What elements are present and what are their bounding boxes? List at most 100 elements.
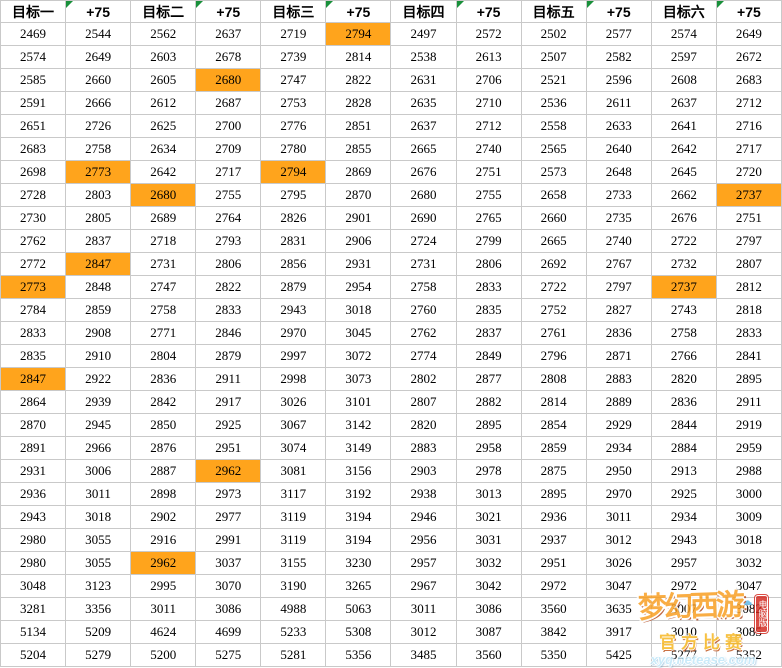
cell-r8c11[interactable]: 2662 bbox=[650, 183, 717, 207]
cell-r28c1[interactable]: 5204 bbox=[0, 643, 67, 667]
cell-r8c2[interactable]: 2803 bbox=[65, 183, 132, 207]
cell-r28c12[interactable]: 5352 bbox=[715, 643, 782, 667]
cell-r16c7[interactable]: 2802 bbox=[390, 367, 457, 391]
cell-r20c11[interactable]: 2913 bbox=[650, 459, 717, 483]
cell-r12c2[interactable]: 2848 bbox=[65, 275, 132, 299]
cell-r17c7[interactable]: 2807 bbox=[390, 390, 457, 414]
cell-r8c6[interactable]: 2870 bbox=[325, 183, 392, 207]
cell-r13c5[interactable]: 2943 bbox=[260, 298, 327, 322]
column-header-plus75[interactable]: +75 bbox=[65, 0, 132, 23]
cell-r12c4[interactable]: 2822 bbox=[195, 275, 262, 299]
cell-r2c4[interactable]: 2678 bbox=[195, 45, 262, 69]
cell-r20c3[interactable]: 2887 bbox=[130, 459, 197, 483]
cell-r14c6[interactable]: 3045 bbox=[325, 321, 392, 345]
cell-r14c2[interactable]: 2908 bbox=[65, 321, 132, 345]
cell-r1c9[interactable]: 2502 bbox=[520, 22, 587, 46]
cell-r25c1[interactable]: 3048 bbox=[0, 574, 67, 598]
cell-r27c5[interactable]: 5233 bbox=[260, 620, 327, 644]
cell-r14c4[interactable]: 2846 bbox=[195, 321, 262, 345]
cell-r21c4[interactable]: 2973 bbox=[195, 482, 262, 506]
cell-r10c12[interactable]: 2797 bbox=[715, 229, 782, 253]
cell-r23c6[interactable]: 3194 bbox=[325, 528, 392, 552]
cell-r26c7[interactable]: 3011 bbox=[390, 597, 457, 621]
cell-r13c2[interactable]: 2859 bbox=[65, 298, 132, 322]
cell-r6c6[interactable]: 2855 bbox=[325, 137, 392, 161]
cell-r7c11[interactable]: 2645 bbox=[650, 160, 717, 184]
cell-r15c2[interactable]: 2910 bbox=[65, 344, 132, 368]
cell-r25c2[interactable]: 3123 bbox=[65, 574, 132, 598]
cell-r18c10[interactable]: 2929 bbox=[585, 413, 652, 437]
cell-r19c6[interactable]: 3149 bbox=[325, 436, 392, 460]
cell-r3c9[interactable]: 2521 bbox=[520, 68, 587, 92]
cell-r21c10[interactable]: 2970 bbox=[585, 482, 652, 506]
cell-r1c10[interactable]: 2577 bbox=[585, 22, 652, 46]
cell-r22c3[interactable]: 2902 bbox=[130, 505, 197, 529]
cell-r9c4[interactable]: 2764 bbox=[195, 206, 262, 230]
cell-r8c3[interactable]: 2680 bbox=[130, 183, 197, 207]
cell-r13c10[interactable]: 2827 bbox=[585, 298, 652, 322]
cell-r6c2[interactable]: 2758 bbox=[65, 137, 132, 161]
cell-r13c11[interactable]: 2743 bbox=[650, 298, 717, 322]
cell-r13c1[interactable]: 2784 bbox=[0, 298, 67, 322]
cell-r24c9[interactable]: 2951 bbox=[520, 551, 587, 575]
cell-r1c1[interactable]: 2469 bbox=[0, 22, 67, 46]
cell-r13c4[interactable]: 2833 bbox=[195, 298, 262, 322]
cell-r1c4[interactable]: 2637 bbox=[195, 22, 262, 46]
cell-r8c1[interactable]: 2728 bbox=[0, 183, 67, 207]
cell-r2c10[interactable]: 2582 bbox=[585, 45, 652, 69]
cell-r24c7[interactable]: 2957 bbox=[390, 551, 457, 575]
cell-r21c7[interactable]: 2938 bbox=[390, 482, 457, 506]
cell-r3c10[interactable]: 2596 bbox=[585, 68, 652, 92]
cell-r18c11[interactable]: 2844 bbox=[650, 413, 717, 437]
cell-r5c5[interactable]: 2776 bbox=[260, 114, 327, 138]
cell-r23c2[interactable]: 3055 bbox=[65, 528, 132, 552]
cell-r6c1[interactable]: 2683 bbox=[0, 137, 67, 161]
cell-r26c6[interactable]: 5063 bbox=[325, 597, 392, 621]
cell-r10c4[interactable]: 2793 bbox=[195, 229, 262, 253]
cell-r8c8[interactable]: 2755 bbox=[455, 183, 522, 207]
cell-r1c8[interactable]: 2572 bbox=[455, 22, 522, 46]
cell-r1c3[interactable]: 2562 bbox=[130, 22, 197, 46]
cell-r7c1[interactable]: 2698 bbox=[0, 160, 67, 184]
cell-r11c6[interactable]: 2931 bbox=[325, 252, 392, 276]
cell-r20c5[interactable]: 3081 bbox=[260, 459, 327, 483]
cell-r15c12[interactable]: 2841 bbox=[715, 344, 782, 368]
cell-r26c5[interactable]: 4988 bbox=[260, 597, 327, 621]
cell-r12c10[interactable]: 2797 bbox=[585, 275, 652, 299]
cell-r25c10[interactable]: 3047 bbox=[585, 574, 652, 598]
cell-r24c4[interactable]: 3037 bbox=[195, 551, 262, 575]
cell-r12c8[interactable]: 2833 bbox=[455, 275, 522, 299]
cell-r14c10[interactable]: 2836 bbox=[585, 321, 652, 345]
cell-r23c1[interactable]: 2980 bbox=[0, 528, 67, 552]
cell-r27c2[interactable]: 5209 bbox=[65, 620, 132, 644]
cell-r22c2[interactable]: 3018 bbox=[65, 505, 132, 529]
cell-r26c9[interactable]: 3560 bbox=[520, 597, 587, 621]
cell-r28c8[interactable]: 3560 bbox=[455, 643, 522, 667]
cell-r4c5[interactable]: 2753 bbox=[260, 91, 327, 115]
cell-r15c8[interactable]: 2849 bbox=[455, 344, 522, 368]
column-header-target[interactable]: 目标四 bbox=[390, 0, 457, 23]
cell-r2c1[interactable]: 2574 bbox=[0, 45, 67, 69]
cell-r24c8[interactable]: 3032 bbox=[455, 551, 522, 575]
cell-r4c11[interactable]: 2637 bbox=[650, 91, 717, 115]
cell-r25c9[interactable]: 2972 bbox=[520, 574, 587, 598]
cell-r24c2[interactable]: 3055 bbox=[65, 551, 132, 575]
cell-r2c7[interactable]: 2538 bbox=[390, 45, 457, 69]
cell-r25c6[interactable]: 3265 bbox=[325, 574, 392, 598]
cell-r7c7[interactable]: 2676 bbox=[390, 160, 457, 184]
cell-r11c9[interactable]: 2692 bbox=[520, 252, 587, 276]
cell-r1c7[interactable]: 2497 bbox=[390, 22, 457, 46]
cell-r1c6[interactable]: 2794 bbox=[325, 22, 392, 46]
cell-r18c8[interactable]: 2895 bbox=[455, 413, 522, 437]
cell-r12c12[interactable]: 2812 bbox=[715, 275, 782, 299]
cell-r10c6[interactable]: 2906 bbox=[325, 229, 392, 253]
cell-r26c1[interactable]: 3281 bbox=[0, 597, 67, 621]
cell-r20c8[interactable]: 2978 bbox=[455, 459, 522, 483]
cell-r25c3[interactable]: 2995 bbox=[130, 574, 197, 598]
cell-r26c10[interactable]: 3635 bbox=[585, 597, 652, 621]
cell-r18c6[interactable]: 3142 bbox=[325, 413, 392, 437]
cell-r26c8[interactable]: 3086 bbox=[455, 597, 522, 621]
cell-r4c8[interactable]: 2710 bbox=[455, 91, 522, 115]
cell-r15c1[interactable]: 2835 bbox=[0, 344, 67, 368]
cell-r3c12[interactable]: 2683 bbox=[715, 68, 782, 92]
